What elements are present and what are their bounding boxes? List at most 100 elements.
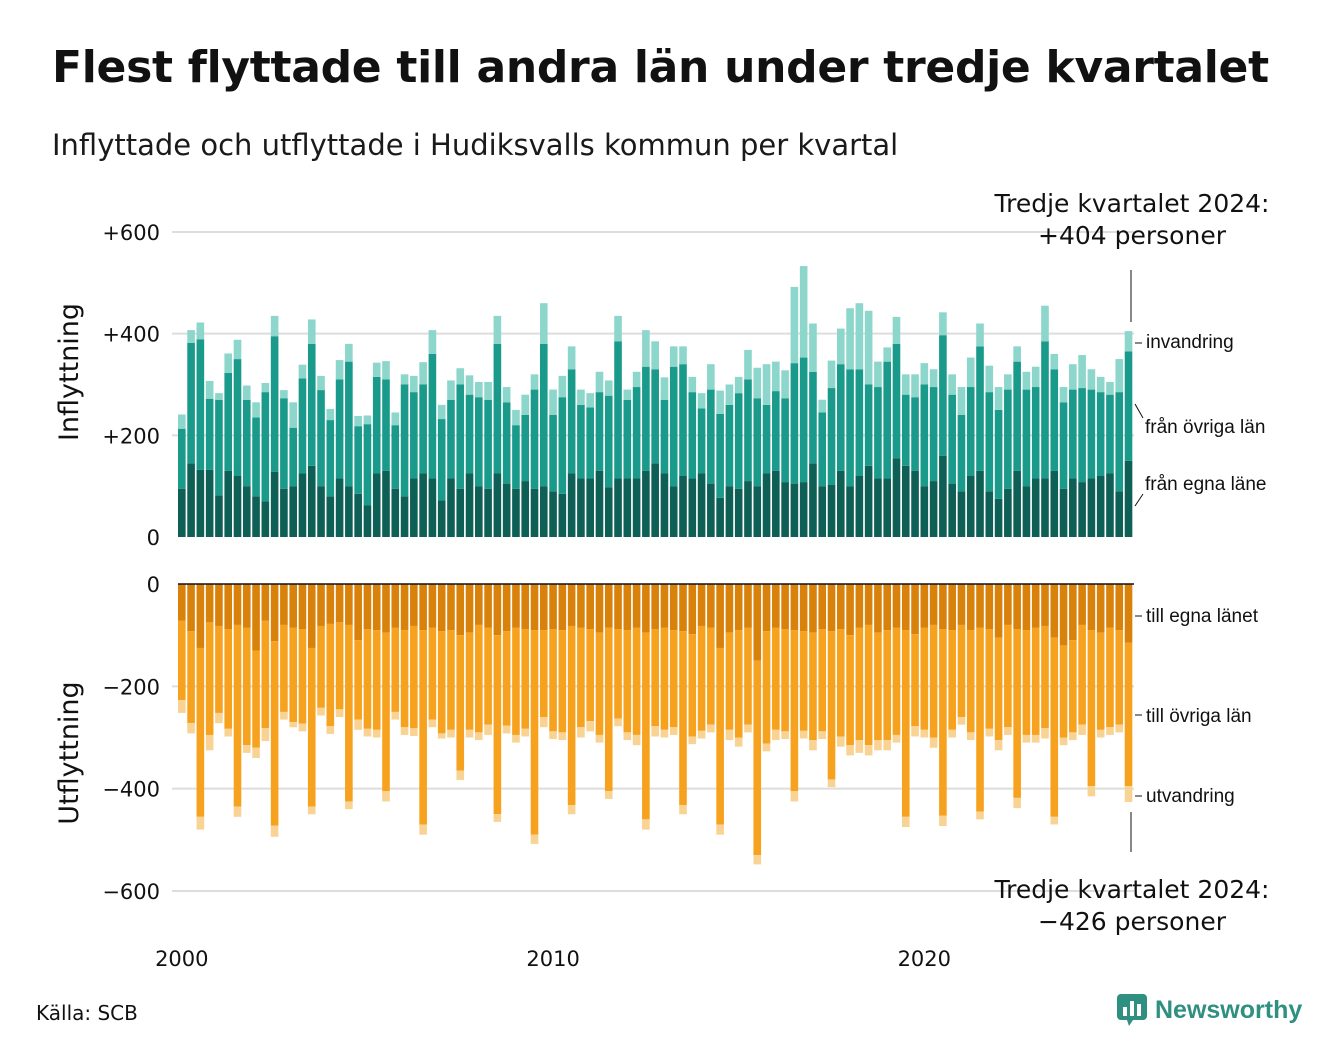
bar-in-invandring: [252, 402, 260, 418]
bar-in-ovriga: [799, 357, 808, 483]
bar-in-ovriga: [280, 398, 288, 489]
bar-out-egna: [827, 584, 836, 632]
bar-in-invandring: [855, 303, 864, 370]
bar-out-utvandring: [790, 791, 799, 802]
bar-out-egna: [539, 584, 548, 631]
bar-in-egna: [558, 493, 567, 537]
bar-in-egna: [233, 476, 242, 537]
bar-in-egna: [809, 463, 817, 537]
bar-in-invandring: [827, 360, 836, 389]
bar-out-egna: [948, 584, 956, 631]
bar-in-egna: [577, 478, 585, 537]
bar-in-ovriga: [1004, 389, 1012, 489]
bar-out-ovriga: [614, 629, 622, 719]
bar-out-egna: [781, 584, 789, 630]
bar-out-ovriga: [929, 624, 938, 738]
bar-in-invandring: [1069, 364, 1077, 390]
bar-out-utvandring: [521, 728, 530, 737]
bar-in-ovriga: [1124, 351, 1133, 461]
bar-in-invandring: [205, 380, 214, 399]
bar-out-egna: [985, 584, 994, 630]
bar-in-egna: [679, 476, 687, 537]
bar-out-utvandring: [874, 740, 882, 751]
bar-in-egna: [224, 470, 233, 537]
bar-in-ovriga: [864, 384, 873, 466]
bar-in-invandring: [1022, 371, 1031, 390]
bar-in-invandring: [623, 389, 632, 400]
bar-in-invandring: [901, 374, 910, 395]
bar-out-utvandring: [1004, 727, 1012, 735]
bar-out-ovriga: [1078, 624, 1086, 725]
bar-in-invandring: [1087, 369, 1096, 390]
bar-in-invandring: [781, 370, 789, 399]
bar-in-egna: [335, 478, 344, 537]
source-note: Källa: SCB: [36, 1001, 138, 1025]
bar-out-ovriga: [372, 630, 381, 730]
bar-in-egna: [1031, 478, 1040, 537]
bar-in-egna: [419, 473, 427, 537]
bar-in-ovriga: [939, 335, 947, 456]
bar-in-invandring: [447, 380, 455, 400]
bar-out-utvandring: [187, 723, 195, 734]
bar-in-egna: [985, 491, 994, 537]
bar-out-utvandring: [400, 727, 409, 735]
bar-out-utvandring: [270, 825, 279, 837]
bar-in-egna: [1087, 478, 1096, 537]
bar-out-egna: [1013, 584, 1021, 630]
bar-in-egna: [567, 473, 576, 537]
bar-in-invandring: [985, 365, 994, 393]
bar-out-utvandring: [289, 722, 297, 728]
bar-in-egna: [1115, 491, 1124, 537]
bar-out-utvandring: [985, 728, 994, 737]
bar-out-egna: [215, 584, 223, 626]
bar-out-egna: [205, 584, 214, 623]
bar-in-invandring: [1096, 376, 1105, 393]
bar-in-egna: [539, 486, 548, 537]
bar-in-invandring: [1059, 387, 1068, 403]
bar-in-invandring: [725, 384, 734, 405]
y-axis-label-outflow: Utflyttning: [54, 681, 85, 824]
bar-out-utvandring: [539, 717, 548, 728]
x-tick-label: 2010: [526, 947, 579, 971]
bar-in-egna: [688, 478, 697, 537]
bar-in-ovriga: [428, 354, 437, 479]
bar-in-egna: [939, 455, 947, 537]
bar-out-utvandring: [855, 740, 864, 753]
bar-in-invandring: [586, 393, 594, 408]
bar-in-invandring: [261, 382, 270, 393]
bar-in-egna: [1069, 478, 1077, 537]
bar-out-ovriga: [447, 630, 455, 730]
bar-out-utvandring: [642, 819, 650, 830]
bar-in-invandring: [595, 371, 604, 393]
bar-out-utvandring: [697, 730, 706, 739]
bar-in-ovriga: [920, 384, 929, 487]
bar-in-invandring: [224, 353, 233, 373]
bar-out-utvandring: [326, 726, 335, 734]
segment-labels: invandring från övriga län från egna län…: [1134, 332, 1267, 807]
bar-in-ovriga: [632, 387, 641, 479]
bar-in-egna: [1124, 460, 1133, 537]
bar-out-ovriga: [855, 627, 864, 741]
bar-in-invandring: [280, 390, 288, 399]
bar-out-egna: [976, 584, 984, 628]
bar-out-utvandring: [623, 732, 632, 741]
bar-out-utvandring: [1059, 737, 1068, 746]
bar-in-ovriga: [307, 343, 316, 466]
bar-out-utvandring: [549, 731, 557, 740]
bar-in-invandring: [948, 374, 956, 395]
bar-out-egna: [855, 584, 864, 628]
outflow-bars: [178, 584, 1133, 865]
bar-out-ovriga: [1031, 627, 1040, 735]
bar-in-ovriga: [642, 366, 650, 471]
bar-in-ovriga: [744, 379, 752, 482]
bar-in-ovriga: [1031, 387, 1040, 479]
bar-in-ovriga: [335, 379, 344, 479]
bar-in-egna: [623, 478, 632, 537]
bar-out-egna: [187, 584, 195, 632]
bar-out-egna: [1087, 584, 1096, 631]
bar-in-egna: [772, 470, 780, 537]
bar-out-utvandring: [224, 728, 233, 737]
bar-out-ovriga: [1106, 627, 1114, 728]
bar-out-ovriga: [679, 631, 687, 806]
bar-out-utvandring: [252, 747, 260, 758]
